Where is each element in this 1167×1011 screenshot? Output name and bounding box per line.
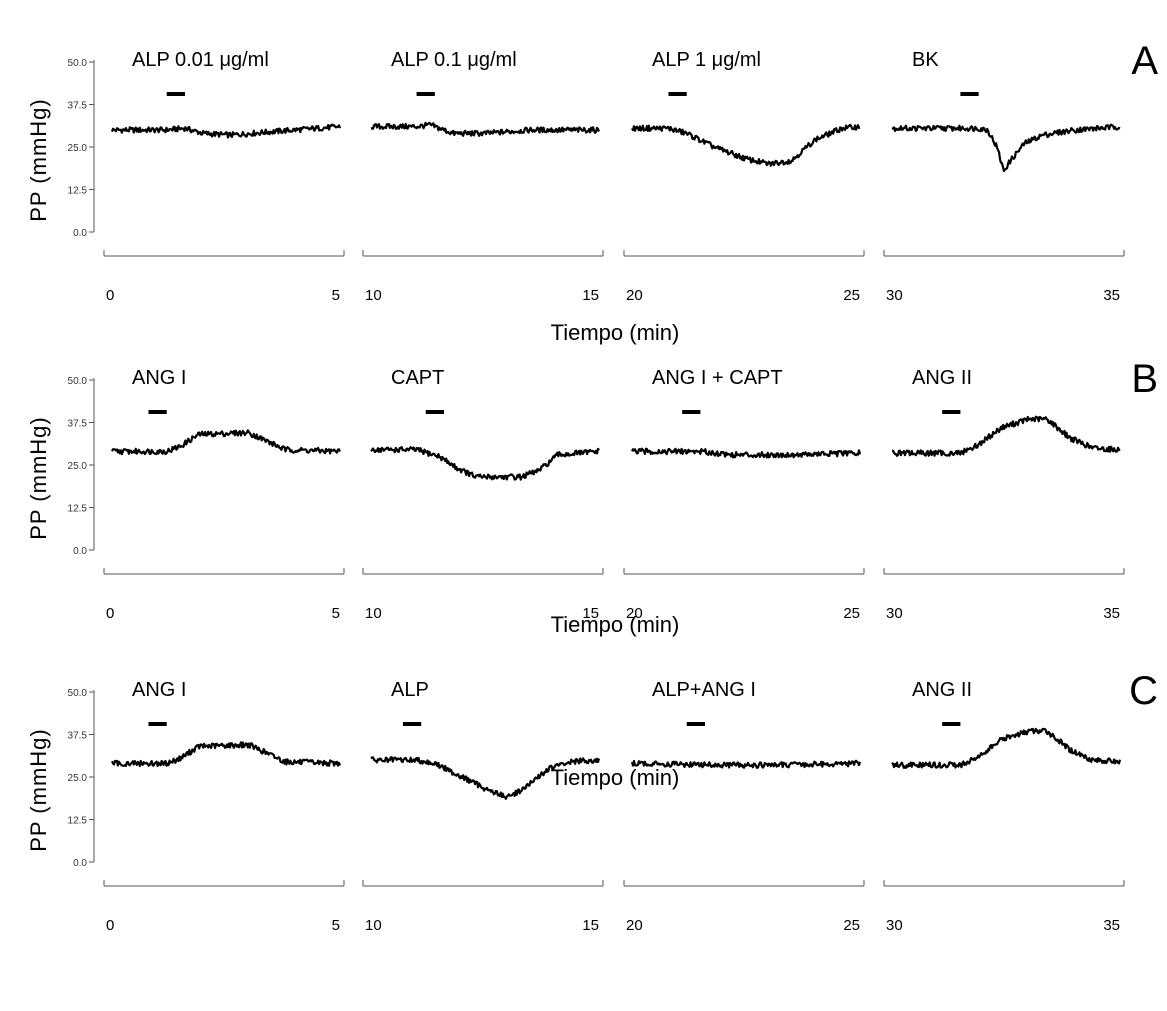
y-tick-label: 37.5 [68, 101, 88, 112]
x-tick-label: 35 [1103, 287, 1120, 304]
y-axis-label: PP (mmHg) [26, 416, 51, 540]
x-tick-label: 30 [886, 287, 903, 304]
x-tick-label: 15 [582, 917, 599, 934]
y-tick-label: 25.0 [68, 461, 88, 472]
y-tick-label: 12.5 [68, 186, 88, 197]
treatment-label: ANG I + CAPT [652, 367, 783, 389]
pressure-trace [111, 741, 342, 767]
x-tick-label: 10 [365, 917, 382, 934]
pressure-trace [891, 123, 1121, 173]
pressure-trace [370, 121, 601, 137]
y-axis-label: PP (mmHg) [26, 98, 51, 222]
x-tick-label: 5 [332, 605, 340, 622]
x-tick-label: 20 [626, 605, 643, 622]
pressure-trace [110, 123, 342, 139]
x-tick-label: 35 [1103, 605, 1120, 622]
y-tick-label: 12.5 [68, 504, 88, 515]
x-tick-label: 10 [365, 287, 382, 304]
x-tick-label: 15 [582, 287, 599, 304]
panel-letter: A [1131, 39, 1158, 83]
y-tick-label: 37.5 [68, 731, 88, 742]
treatment-label: ANG I [132, 367, 186, 389]
treatment-label: CAPT [391, 367, 444, 389]
x-tick-label: 0 [106, 605, 114, 622]
treatment-label: ANG I [132, 679, 186, 701]
treatment-label: ALP 0.01 μg/ml [132, 49, 269, 71]
x-axis-label: Tiempo (min) [551, 320, 680, 345]
y-tick-label: 12.5 [68, 816, 88, 827]
pressure-trace [891, 727, 1122, 769]
y-axis-label: PP (mmHg) [26, 728, 51, 852]
y-tick-label: 25.0 [68, 773, 88, 784]
x-tick-label: 25 [843, 605, 860, 622]
x-tick-label: 0 [106, 917, 114, 934]
x-tick-label: 0 [106, 287, 114, 304]
pressure-trace [111, 429, 341, 456]
x-tick-label: 10 [365, 605, 382, 622]
y-tick-label: 50.0 [68, 688, 88, 699]
y-tick-label: 37.5 [68, 419, 88, 430]
x-tick-label: 35 [1103, 917, 1120, 934]
pressure-trace [370, 446, 600, 481]
pressure-trace [631, 123, 861, 167]
treatment-label: ALP+ANG I [652, 679, 756, 701]
treatment-label: ALP 1 μg/ml [652, 49, 761, 71]
x-tick-label: 30 [886, 605, 903, 622]
pressure-trace [370, 756, 601, 800]
x-tick-label: 25 [843, 917, 860, 934]
x-tick-label: 15 [582, 605, 599, 622]
treatment-label: ANG II [912, 679, 972, 701]
y-tick-label: 25.0 [68, 143, 88, 154]
x-tick-label: 5 [332, 917, 340, 934]
panel-letter: C [1129, 669, 1158, 713]
treatment-label: BK [912, 49, 939, 71]
y-tick-label: 0.0 [73, 228, 87, 239]
panel-letter: B [1131, 357, 1158, 401]
x-tick-label: 25 [843, 287, 860, 304]
x-tick-label: 20 [626, 917, 643, 934]
treatment-label: ALP [391, 679, 429, 701]
x-tick-label: 5 [332, 287, 340, 304]
y-tick-label: 50.0 [68, 58, 88, 69]
pressure-trace [891, 415, 1121, 457]
x-tick-label: 20 [626, 287, 643, 304]
x-axis-label: Tiempo (min) [551, 765, 680, 790]
y-tick-label: 0.0 [73, 858, 87, 869]
y-tick-label: 0.0 [73, 546, 87, 557]
pressure-trace [630, 759, 862, 769]
x-tick-label: 30 [886, 917, 903, 934]
treatment-label: ALP 0.1 μg/ml [391, 49, 517, 71]
x-axis-label: Tiempo (min) [551, 612, 680, 637]
y-tick-label: 50.0 [68, 376, 88, 387]
treatment-label: ANG II [912, 367, 972, 389]
pressure-trace [631, 447, 862, 459]
